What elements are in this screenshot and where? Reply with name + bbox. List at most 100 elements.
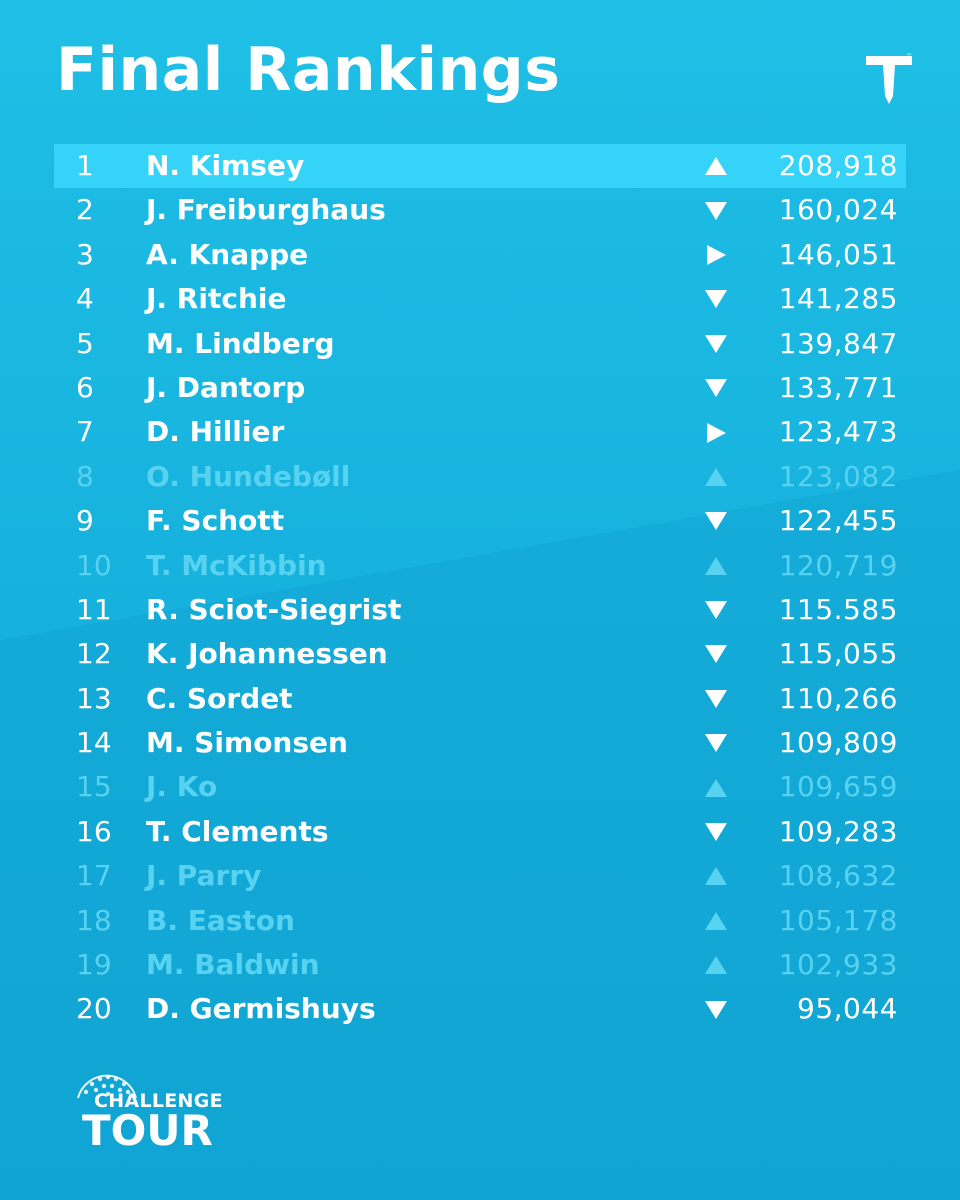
player-name: J. Freiburghaus bbox=[146, 193, 386, 227]
ranking-row: 14 M. Simonsen 109,809 bbox=[54, 721, 906, 765]
ranking-row: 8 O. Hundebøll 123,082 bbox=[54, 455, 906, 499]
ranking-points: 208,918 bbox=[778, 149, 898, 182]
rank-position: 1 bbox=[76, 149, 94, 182]
player-name: N. Kimsey bbox=[146, 149, 305, 182]
ranking-row: 6 J. Dantorp 133,771 bbox=[54, 366, 906, 410]
player-name: T. Clements bbox=[146, 814, 329, 848]
player-name: J. Ritchie bbox=[146, 282, 287, 316]
rank-position: 6 bbox=[76, 370, 94, 404]
player-name: M. Baldwin bbox=[146, 948, 320, 982]
arrow-down-icon bbox=[702, 277, 730, 321]
golf-ball-icon bbox=[77, 1074, 137, 1099]
challenge-tour-logo: CHALLENGE TOUR bbox=[72, 1068, 242, 1158]
arrow-up-icon bbox=[702, 544, 730, 588]
ranking-row: 11 R. Sciot-Siegrist 115.585 bbox=[54, 588, 906, 632]
svg-text:™: ™ bbox=[906, 53, 912, 60]
rank-position: 8 bbox=[76, 459, 94, 493]
player-name: O. Hundebøll bbox=[146, 459, 351, 493]
ranking-points: 139,847 bbox=[778, 326, 898, 360]
ranking-row: 19 M. Baldwin 102,933 bbox=[54, 943, 906, 987]
ranking-row: 4 J. Ritchie 141,285 bbox=[54, 277, 906, 321]
ranking-points: 123,082 bbox=[778, 459, 898, 493]
arrow-up-icon bbox=[702, 144, 730, 188]
ranking-row: 13 C. Sordet 110,266 bbox=[54, 677, 906, 721]
ranking-row: 16 T. Clements 109,283 bbox=[54, 810, 906, 854]
rank-position: 18 bbox=[76, 903, 112, 937]
player-name: M. Simonsen bbox=[146, 726, 348, 760]
arrow-down-icon bbox=[702, 322, 730, 366]
player-name: C. Sordet bbox=[146, 681, 293, 715]
ranking-row: 7 D. Hillier 123,473 bbox=[54, 410, 906, 454]
rank-position: 10 bbox=[76, 548, 112, 582]
arrow-down-icon bbox=[702, 366, 730, 410]
ranking-points: 108,632 bbox=[778, 859, 898, 893]
ranking-row: 15 J. Ko 109,659 bbox=[54, 765, 906, 809]
page-title: Final Rankings bbox=[56, 35, 561, 105]
player-name: D. Germishuys bbox=[146, 992, 376, 1026]
ranking-points: 120,719 bbox=[778, 548, 898, 582]
rank-position: 16 bbox=[76, 814, 112, 848]
rank-position: 7 bbox=[76, 415, 94, 449]
arrow-up-icon bbox=[702, 943, 730, 987]
arrow-down-icon bbox=[702, 810, 730, 854]
ranking-points: 95,044 bbox=[797, 992, 898, 1026]
ranking-row: 12 K. Johannessen 115,055 bbox=[54, 632, 906, 676]
rank-position: 19 bbox=[76, 948, 112, 982]
ranking-points: 115.585 bbox=[778, 592, 898, 626]
player-name: R. Sciot-Siegrist bbox=[146, 592, 402, 626]
player-name: M. Lindberg bbox=[146, 326, 335, 360]
ranking-points: 110,266 bbox=[778, 681, 898, 715]
ranking-points: 146,051 bbox=[778, 237, 898, 271]
player-name: J. Ko bbox=[146, 770, 218, 804]
player-name: J. Dantorp bbox=[146, 370, 306, 404]
ranking-points: 102,933 bbox=[778, 948, 898, 982]
arrow-up-icon bbox=[702, 899, 730, 943]
rank-position: 17 bbox=[76, 859, 112, 893]
ranking-points: 122,455 bbox=[778, 504, 898, 538]
brand-line-2: TOUR bbox=[82, 1106, 213, 1155]
arrow-right-icon bbox=[702, 233, 730, 277]
rank-position: 11 bbox=[76, 592, 112, 626]
ranking-points: 109,659 bbox=[778, 770, 898, 804]
player-name: A. Knappe bbox=[146, 237, 309, 271]
brand-line-1: CHALLENGE bbox=[94, 1090, 223, 1112]
rank-position: 12 bbox=[76, 637, 112, 671]
rank-position: 4 bbox=[76, 282, 94, 316]
arrow-down-icon bbox=[702, 188, 730, 232]
rank-position: 5 bbox=[76, 326, 94, 360]
ranking-points: 123,473 bbox=[778, 415, 898, 449]
rank-position: 14 bbox=[76, 726, 112, 760]
ranking-row: 1 N. Kimsey 208,918 bbox=[54, 144, 906, 189]
arrow-up-icon bbox=[702, 455, 730, 499]
player-name: J. Parry bbox=[146, 859, 262, 893]
rankings-list: 1 N. Kimsey 208,918 2 J. Freiburghaus 160,024… bbox=[54, 144, 906, 1032]
ranking-points: 109,283 bbox=[778, 814, 898, 848]
tee-icon: ™ bbox=[866, 53, 912, 104]
rank-position: 2 bbox=[76, 193, 94, 227]
arrow-down-icon bbox=[702, 721, 730, 765]
ranking-points: 141,285 bbox=[778, 282, 898, 316]
player-name: D. Hillier bbox=[146, 415, 285, 449]
ranking-row: 18 B. Easton 105,178 bbox=[54, 899, 906, 943]
ranking-points: 109,809 bbox=[778, 726, 898, 760]
ranking-row: 5 M. Lindberg 139,847 bbox=[54, 322, 906, 366]
player-name: K. Johannessen bbox=[146, 637, 388, 671]
rank-position: 3 bbox=[76, 237, 94, 271]
ranking-points: 105,178 bbox=[778, 903, 898, 937]
ranking-row: 9 F. Schott 122,455 bbox=[54, 499, 906, 543]
arrow-up-icon bbox=[702, 765, 730, 809]
player-name: B. Easton bbox=[146, 903, 295, 937]
arrow-down-icon bbox=[702, 677, 730, 721]
rank-position: 13 bbox=[76, 681, 112, 715]
rank-position: 15 bbox=[76, 770, 112, 804]
ranking-row: 10 T. McKibbin 120,719 bbox=[54, 544, 906, 588]
arrow-down-icon bbox=[702, 987, 730, 1031]
ranking-points: 160,024 bbox=[778, 193, 898, 227]
ranking-points: 133,771 bbox=[778, 370, 898, 404]
arrow-right-icon bbox=[702, 410, 730, 454]
rank-position: 20 bbox=[76, 992, 112, 1026]
arrow-up-icon bbox=[702, 854, 730, 898]
ranking-row: 17 J. Parry 108,632 bbox=[54, 854, 906, 898]
ranking-points: 115,055 bbox=[778, 637, 898, 671]
ranking-row: 2 J. Freiburghaus 160,024 bbox=[54, 188, 906, 232]
